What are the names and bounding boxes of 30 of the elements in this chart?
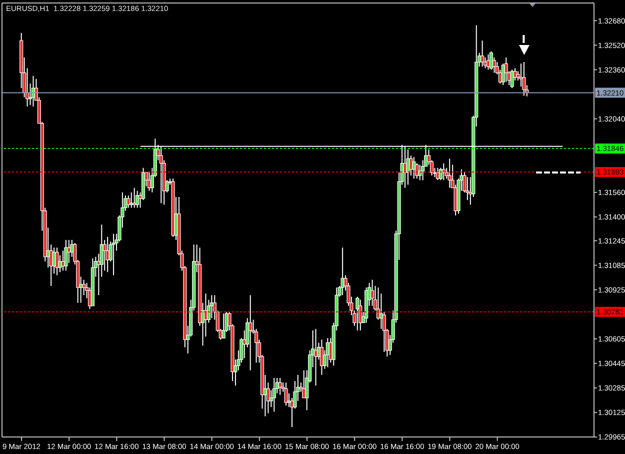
candlestick [272,377,276,412]
candlestick [58,254,62,273]
candlestick [248,294,252,371]
candlestick [340,247,344,296]
candlestick [287,392,291,408]
candlestick [510,69,514,89]
candlestick [222,313,226,339]
candlestick [55,247,59,276]
candlestick [504,56,508,82]
candlestick [442,162,446,181]
candlestick [136,190,140,208]
candlestick [522,62,526,96]
candlestick [421,160,425,181]
candlestick [358,299,362,331]
candlestick [102,239,106,272]
candlestick [112,233,116,276]
candlestick [480,40,484,68]
candlestick [492,56,496,74]
candlestick [448,158,452,188]
candlestick [418,164,422,181]
candlestick [61,250,65,272]
candlestick [356,296,360,331]
candlestick [370,279,374,306]
candlestick [64,239,68,272]
candlestick [278,377,282,396]
candlestick [284,382,288,406]
candlestick [466,176,470,201]
candlestick [82,279,86,296]
candlestick [489,50,494,70]
candlestick [126,194,130,208]
